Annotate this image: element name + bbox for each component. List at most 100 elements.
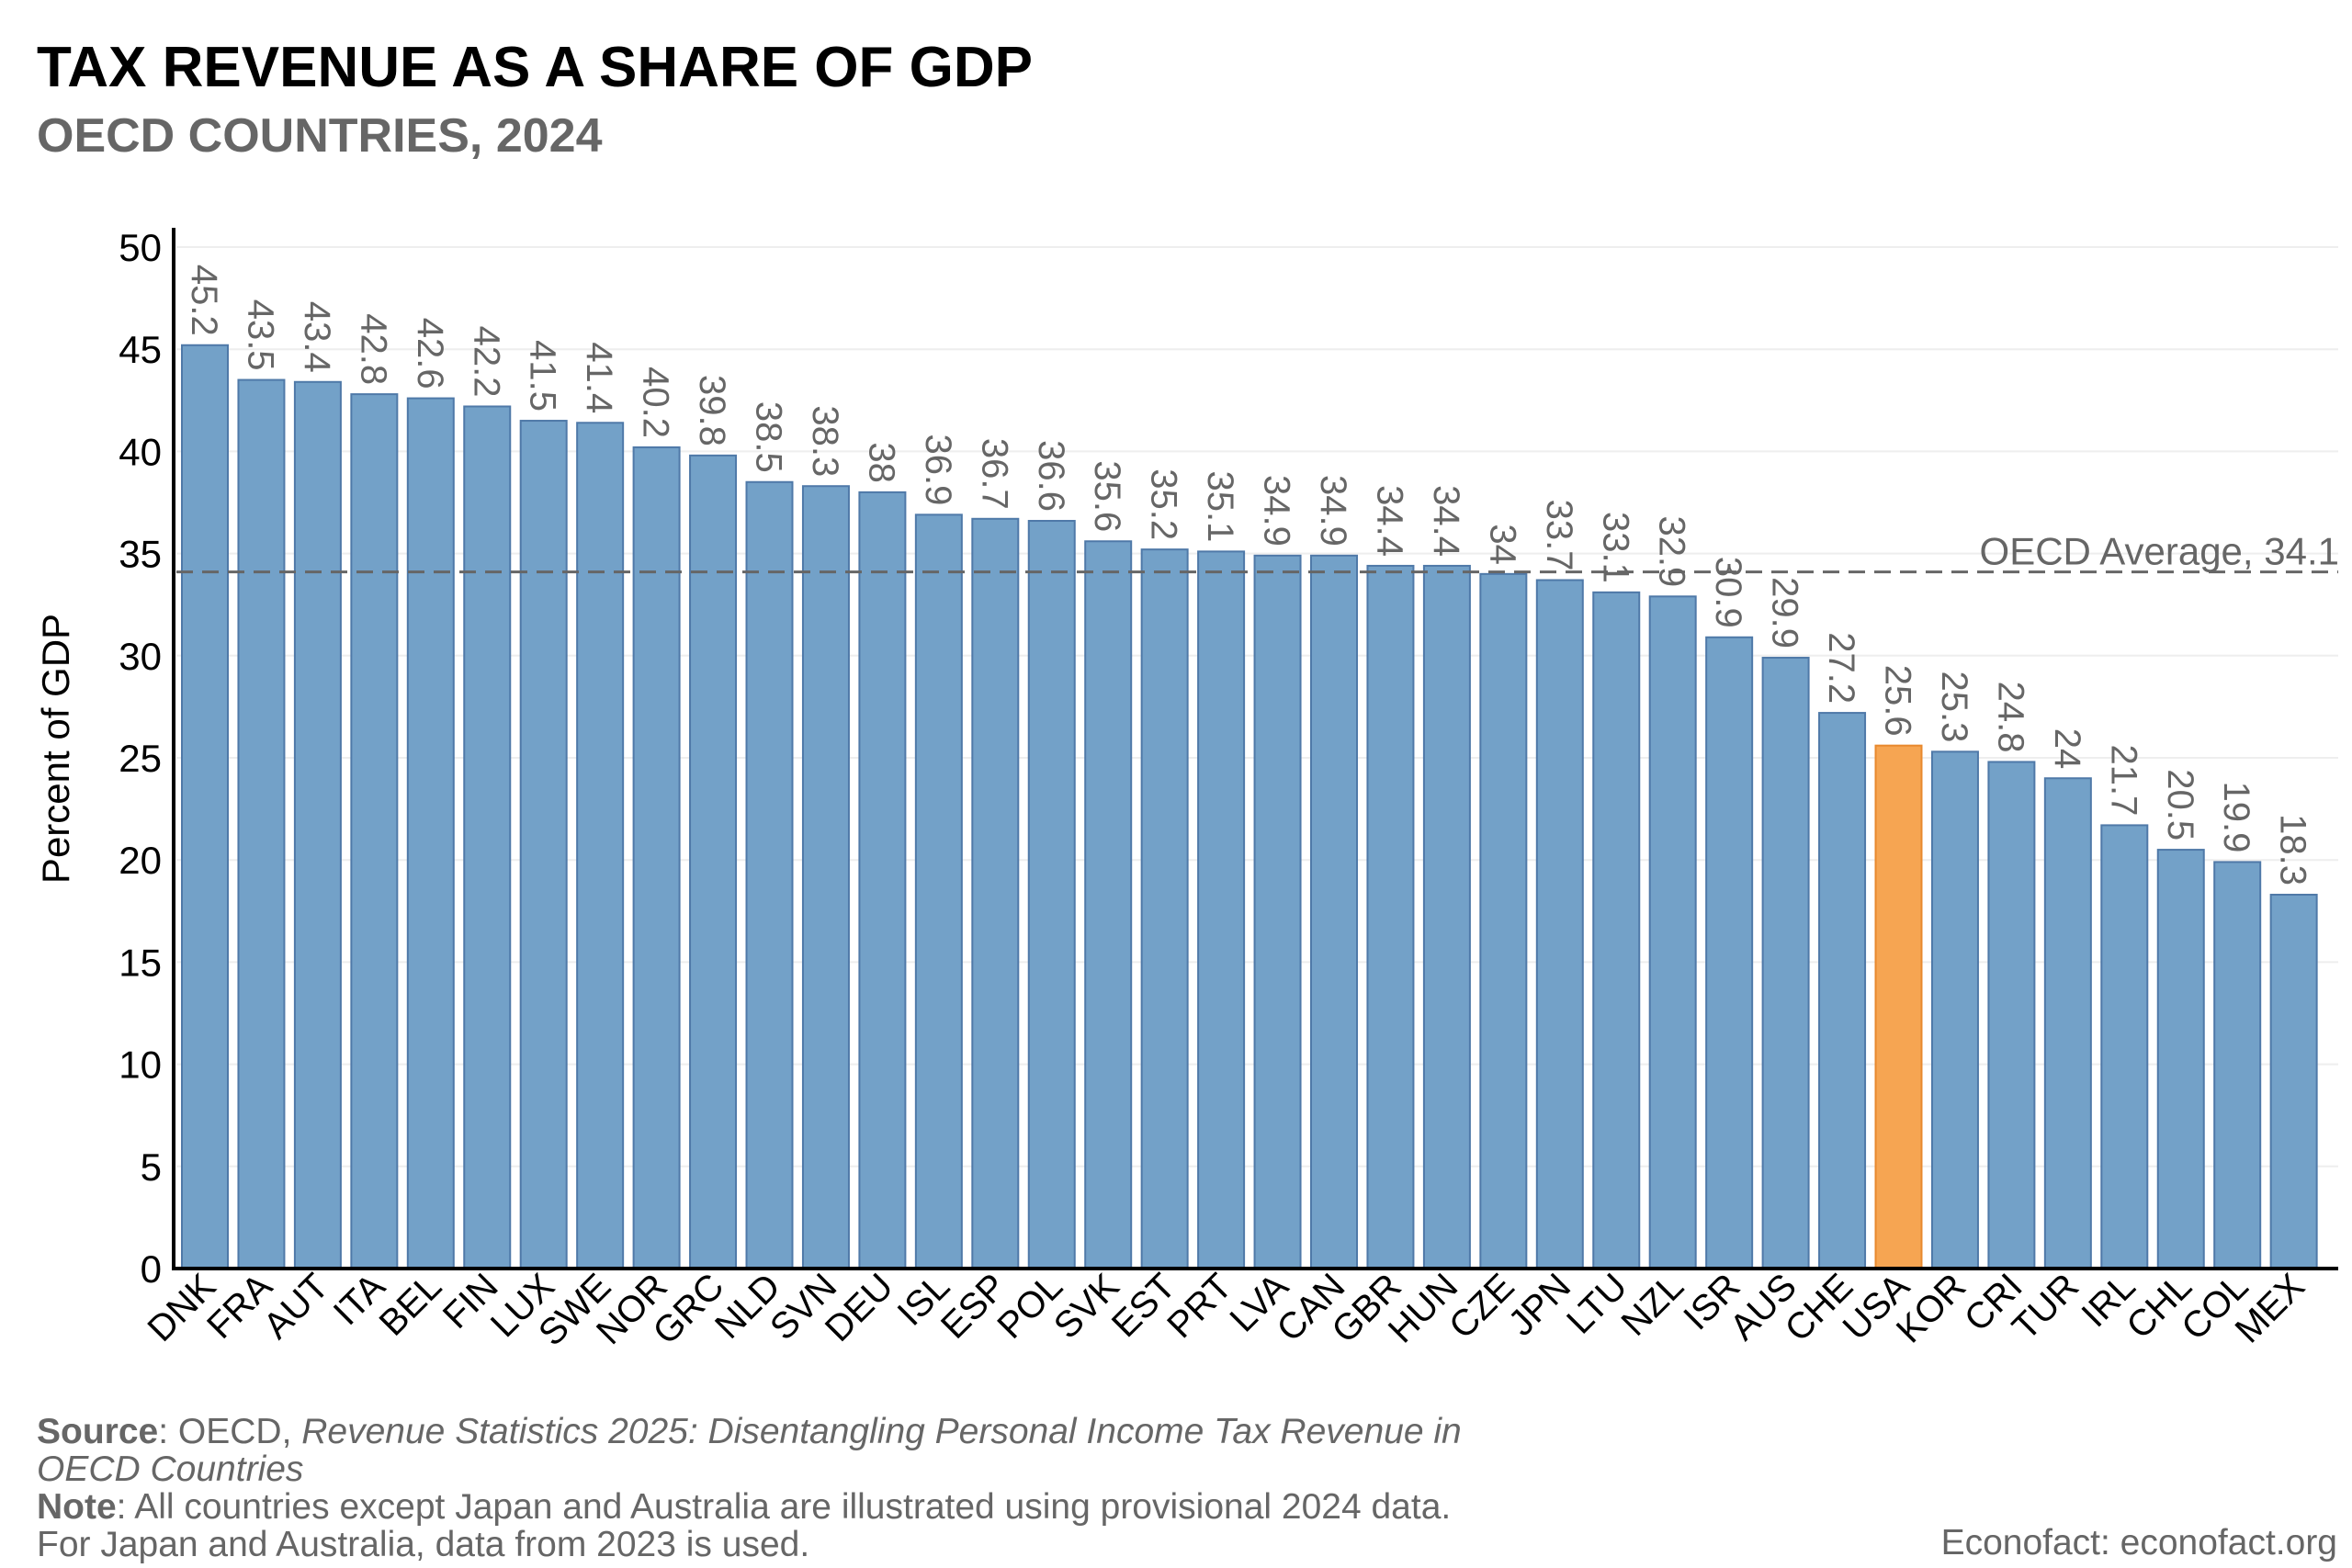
data-label: 32.9 xyxy=(1652,515,1692,587)
source-label: Source xyxy=(37,1412,159,1451)
bar-swe xyxy=(576,422,625,1270)
bar-kor xyxy=(1930,750,1979,1269)
y-tick-label: 15 xyxy=(119,941,162,984)
bar-mex xyxy=(2269,894,2318,1269)
data-label: 34.9 xyxy=(1313,475,1353,547)
x-tick-label: LTU xyxy=(1559,1266,1634,1341)
data-label: 34.4 xyxy=(1426,485,1466,557)
bar-aut xyxy=(293,380,342,1269)
data-label: 38.3 xyxy=(805,405,845,477)
source-title: Revenue Statistics 2025: Disentangling P… xyxy=(37,1412,1462,1489)
data-label: 39.8 xyxy=(692,375,732,446)
y-tick-label: 5 xyxy=(141,1145,162,1189)
bar-ltu xyxy=(1592,591,1641,1269)
bar-tur xyxy=(2043,777,2092,1269)
y-tick-label: 35 xyxy=(119,533,162,576)
footnote: Note: All countries except Japan and Aus… xyxy=(37,1488,1488,1563)
data-label: 35.1 xyxy=(1200,471,1240,543)
data-label: 40.2 xyxy=(636,367,676,438)
credit: Econofact: econofact.org xyxy=(1940,1523,2337,1562)
data-label: 34.9 xyxy=(1257,475,1297,547)
chart-subtitle: OECD COUNTRIES, 2024 xyxy=(37,109,603,163)
bar-nor xyxy=(632,446,681,1269)
y-tick-label: 40 xyxy=(119,430,162,473)
bar-lva xyxy=(1253,554,1302,1269)
y-tick-label: 20 xyxy=(119,839,162,882)
bar-chl xyxy=(2156,849,2205,1270)
data-label: 45.2 xyxy=(184,265,224,336)
bar-irl xyxy=(2100,824,2149,1270)
data-label: 42.8 xyxy=(353,313,393,385)
data-label: 19.9 xyxy=(2216,782,2256,853)
data-label: 34.4 xyxy=(1369,485,1409,557)
data-label: 43.5 xyxy=(240,299,280,371)
y-tick-label: 0 xyxy=(141,1247,162,1291)
x-tick-label: MEX xyxy=(2228,1266,2312,1350)
source-text: : OECD, xyxy=(158,1412,302,1451)
bar-bel xyxy=(406,397,455,1269)
chart-title: TAX REVENUE AS A SHARE OF GDP xyxy=(37,36,1033,99)
note-label: Note xyxy=(37,1487,117,1527)
data-label: 24.8 xyxy=(1990,682,2030,753)
y-tick-label: 45 xyxy=(119,328,162,371)
x-tick-label: DEU xyxy=(818,1266,901,1349)
data-label: 29.9 xyxy=(1765,577,1805,649)
bar-dnk xyxy=(181,344,229,1269)
data-label: 43.4 xyxy=(297,301,337,373)
data-label: 27.2 xyxy=(1821,632,1861,704)
bar-nzl xyxy=(1648,595,1697,1269)
y-tick-label: 50 xyxy=(119,226,162,269)
bar-gbr xyxy=(1366,564,1415,1269)
data-label: 25.3 xyxy=(1934,671,1974,742)
oecd-average-label: OECD Average, 34.1 xyxy=(1980,530,2339,573)
x-tick-label: AUT xyxy=(256,1266,337,1347)
data-label: 33.7 xyxy=(1539,500,1579,571)
data-label: 36.6 xyxy=(1031,440,1071,512)
bar-deu xyxy=(858,491,907,1269)
note-text: : All countries except Japan and Austral… xyxy=(37,1487,1452,1564)
data-label: 34 xyxy=(1482,524,1522,565)
y-tick-label: 25 xyxy=(119,737,162,780)
bar-che xyxy=(1818,712,1867,1269)
bar-prt xyxy=(1197,550,1246,1269)
bar-hun xyxy=(1422,564,1471,1269)
data-label: 25.6 xyxy=(1878,665,1918,737)
bar-grc xyxy=(689,454,738,1269)
bar-esp xyxy=(971,517,1020,1269)
y-tick-label: 30 xyxy=(119,635,162,678)
data-label: 41.4 xyxy=(579,342,619,413)
data-label: 42.6 xyxy=(410,318,450,389)
data-label: 41.5 xyxy=(523,340,563,412)
data-label: 38 xyxy=(861,442,901,483)
bar-isr xyxy=(1705,636,1754,1269)
data-label: 24 xyxy=(2047,728,2087,770)
bar-aus xyxy=(1761,657,1810,1269)
source-note: Source: OECD, Revenue Statistics 2025: D… xyxy=(37,1413,1470,1488)
data-label: 20.5 xyxy=(2160,769,2200,840)
data-label: 21.7 xyxy=(2103,745,2143,817)
bar-ita xyxy=(350,393,399,1269)
data-label: 36.7 xyxy=(974,438,1014,510)
y-axis-label: Percent of GDP xyxy=(34,614,77,884)
data-label: 36.9 xyxy=(918,434,958,505)
bar-cri xyxy=(1987,761,2036,1269)
bar-est xyxy=(1140,548,1189,1269)
data-label: 38.5 xyxy=(749,401,789,473)
data-label: 18.3 xyxy=(2273,814,2313,886)
bar-svk xyxy=(1084,540,1133,1269)
bar-svn xyxy=(801,485,850,1269)
bar-fra xyxy=(237,378,286,1269)
data-label: 42.2 xyxy=(466,326,506,398)
bar-jpn xyxy=(1535,579,1584,1269)
data-label: 35.6 xyxy=(1087,460,1127,532)
bar-pol xyxy=(1027,520,1076,1269)
bar-chart: 45.2 43.5 43.4 42.8 42.6 42.2 41.5 41.4 40.2 39.8… xyxy=(34,226,2339,1354)
data-label: 30.9 xyxy=(1708,557,1748,628)
bar-col xyxy=(2213,861,2262,1269)
bar-cze xyxy=(1479,572,1528,1269)
bar-isl xyxy=(914,513,963,1269)
bar-lux xyxy=(519,420,568,1270)
bar-can xyxy=(1310,554,1358,1269)
bar-nld xyxy=(745,480,794,1269)
y-tick-label: 10 xyxy=(119,1043,162,1087)
